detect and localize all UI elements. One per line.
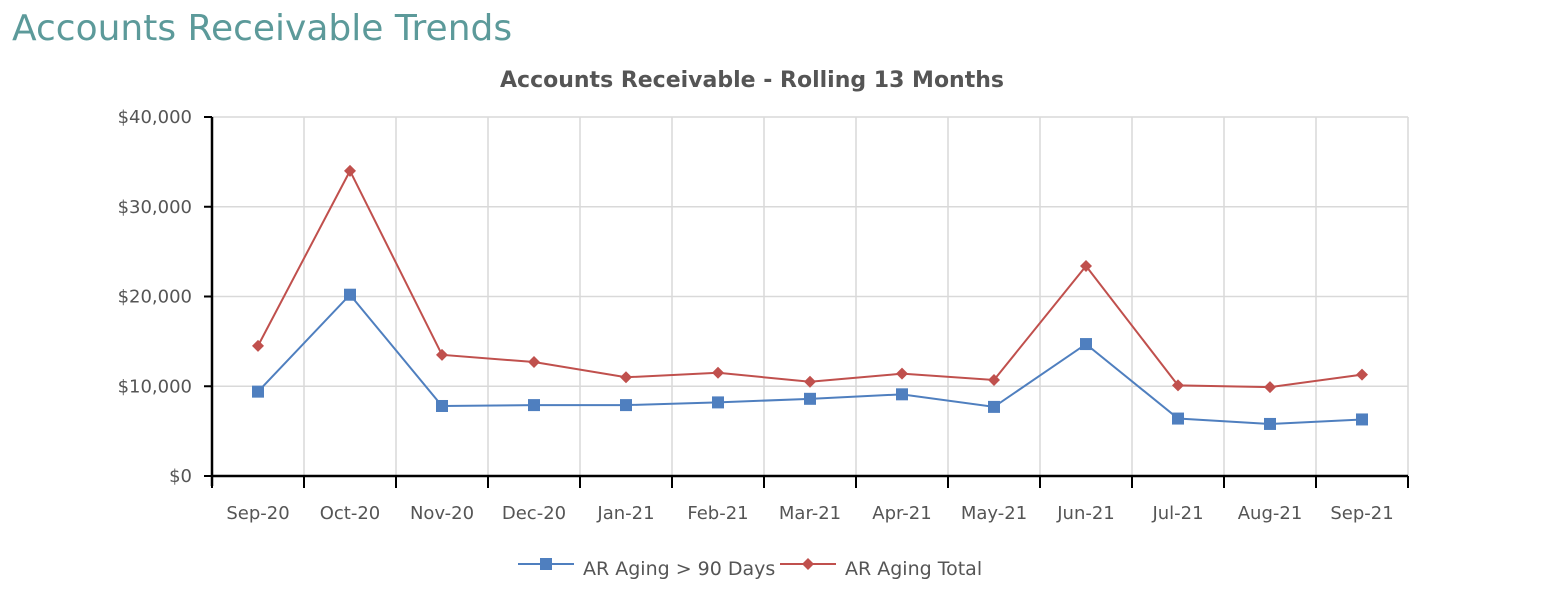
x-tick-label: Aug-21: [1238, 503, 1303, 524]
data-point-square: [896, 388, 908, 401]
data-point-square: [804, 392, 816, 405]
data-point-square: [252, 385, 264, 398]
y-tick-label: $30,000: [118, 197, 192, 218]
legend-label: AR Aging Total: [845, 558, 982, 580]
data-point-diamond: [712, 366, 724, 379]
data-point-diamond: [344, 164, 356, 177]
data-point-square: [1172, 412, 1184, 425]
x-tick-label: Dec-20: [502, 503, 566, 524]
legend-item-2[interactable]: AR Aging Total: [780, 558, 982, 580]
legend-item-1[interactable]: AR Aging > 90 Days: [518, 558, 775, 580]
x-tick-label: Jan-21: [596, 503, 654, 524]
x-tick-label: Oct-20: [320, 503, 381, 524]
x-tick-label: Sep-21: [1330, 503, 1393, 524]
data-point-diamond: [896, 367, 908, 380]
data-point-diamond: [436, 348, 448, 361]
data-point-diamond: [252, 339, 264, 352]
x-tick-label: Jun-21: [1056, 503, 1115, 524]
data-point-square: [344, 288, 356, 301]
y-tick-label: $0: [169, 466, 192, 487]
data-point-square: [1264, 417, 1276, 430]
x-tick-label: Feb-21: [687, 503, 748, 524]
data-point-square: [1356, 413, 1368, 426]
data-point-square: [528, 399, 540, 412]
data-point-diamond: [1264, 381, 1276, 394]
data-point-square: [988, 400, 1000, 413]
legend[interactable]: AR Aging > 90 Days AR Aging Total: [518, 558, 982, 580]
series-1: [252, 288, 1368, 430]
data-point-diamond: [620, 371, 632, 384]
y-tick-label: $20,000: [118, 287, 192, 308]
axes: $0 $10,000 $20,000 $30,000 $40,000 Sep-20 Oct-…: [118, 107, 1409, 524]
series-2: [252, 164, 1368, 394]
data-point-diamond: [1356, 368, 1368, 381]
data-point-diamond: [1080, 259, 1092, 272]
page-title: Accounts Receivable Trends: [12, 8, 513, 49]
data-point-square: [1080, 338, 1092, 351]
x-tick-label: Apr-21: [872, 503, 931, 524]
y-tick-label: $40,000: [118, 107, 192, 128]
data-point-square: [712, 396, 724, 409]
data-point-square: [620, 399, 632, 412]
x-tick-label: Sep-20: [226, 503, 289, 524]
data-point-diamond: [804, 375, 816, 388]
data-point-diamond: [988, 373, 1000, 386]
legend-label: AR Aging > 90 Days: [583, 558, 775, 580]
x-tick-label: Jul-21: [1151, 503, 1203, 524]
x-tick-label: Nov-20: [410, 503, 474, 524]
legend-marker-diamond: [802, 558, 814, 570]
x-tick-label: Mar-21: [779, 503, 841, 524]
x-tick-label: May-21: [961, 503, 1027, 524]
chart-title: Accounts Receivable - Rolling 13 Months: [500, 68, 1004, 93]
data-point-diamond: [1172, 379, 1184, 392]
series-line: [257, 168, 1363, 389]
data-point-square: [436, 399, 448, 412]
y-tick-label: $10,000: [118, 376, 192, 397]
grid-lines: [212, 116, 1409, 476]
data-point-diamond: [528, 356, 540, 369]
series-layer: [252, 164, 1368, 430]
legend-marker-square: [540, 558, 552, 570]
